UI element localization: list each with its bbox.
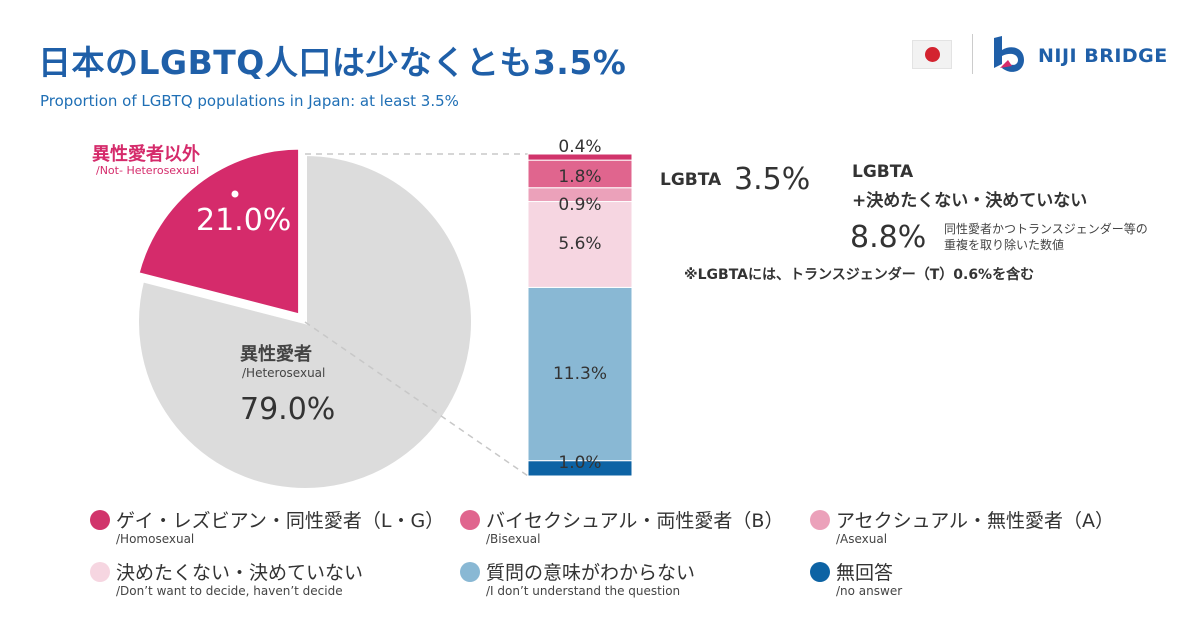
pie-label-heterosexual-en: /Heterosexual [242,366,326,380]
legend-label: 無回答 [836,562,894,584]
stacked-bar [527,153,633,477]
legend-swatch [90,510,110,530]
lgbta-plus-value: 8.8% [850,220,927,255]
bar-segment-dont-understand [527,286,633,462]
pie-slice-not-heterosexual [134,145,303,319]
legend-swatch [810,510,830,530]
legend-label: 質問の意味がわからない [486,562,696,584]
niji-bridge-logo-icon [994,36,1024,72]
bar-segment-undecided [527,201,633,288]
pie-label-pointer-dot [229,188,241,200]
bar-label-no-answer: 1.0% [558,453,602,473]
legend-swatch [810,562,830,582]
pie-slice-heterosexual [135,151,475,492]
pie-label-heterosexual: 異性愛者 [240,344,312,365]
bar-segment-bisexual [527,159,633,189]
bar-segment-gay-lesbian [527,153,633,161]
lgbta-label: LGBTA [660,170,722,190]
legend-label-en: /Bisexual [486,532,541,546]
pie-value-not-heterosexual: 21.0% [196,203,292,238]
legend-swatch [90,562,110,582]
legend-label-en: /Don’t want to decide, haven’t decide [116,584,343,598]
legend-label-en: /no answer [836,584,903,598]
lgbta-value: 3.5% [734,162,811,197]
bar-label-a: 0.9% [558,195,602,215]
lgbta-plus-label-line1: LGBTA [852,162,914,182]
connector-bottom [304,321,529,477]
lgbta-plus-label-line2: +決めたくない・決めていない [852,191,1088,211]
header-divider [972,34,973,74]
legend-swatch [460,510,480,530]
legend-label-en: /Homosexual [116,532,195,546]
legend-label: バイセクシュアル・両性愛者（B） [486,510,784,532]
pie-label-not-heterosexual: 異性愛者以外 [92,144,200,165]
page-subtitle: Proportion of LGBTQ populations in Japan… [40,92,459,110]
lgbta-plus-note-line1: 同性愛者かつトランスジェンダー等の [944,222,1148,236]
legend-swatch [460,562,480,582]
bar-label-dont-understand: 11.3% [552,364,607,384]
legend-label: ゲイ・レズビアン・同性愛者（L・G） [116,510,445,532]
pie-value-heterosexual: 79.0% [240,392,336,427]
japan-flag-icon [912,40,952,69]
bar-label-undecided: 5.6% [558,234,602,254]
legend-label: アセクシュアル・無性愛者（A） [836,510,1115,532]
footnote: ※LGBTAには、トランスジェンダー（T）0.6%を含む [684,267,1035,283]
brand-name: NIJI BRIDGE [1038,45,1168,67]
pie-label-pointer [214,179,234,194]
pie-chart [134,145,475,492]
bar-label-b: 1.8% [558,167,602,187]
legend-label-en: /I don’t understand the question [486,584,681,598]
pie-label-not-heterosexual-en: /Not- Heterosexual [96,164,200,177]
legend-label: 決めたくない・決めていない [116,562,364,584]
bar-label-lg: 0.4% [558,137,602,157]
pie-to-bar-connectors [304,153,529,477]
lgbta-plus-note-line2: 重複を取り除いた数値 [944,238,1065,252]
legend-label-en: /Asexual [836,532,888,546]
page-title: 日本のLGBTQ人口は少なくとも3.5% [38,43,627,82]
